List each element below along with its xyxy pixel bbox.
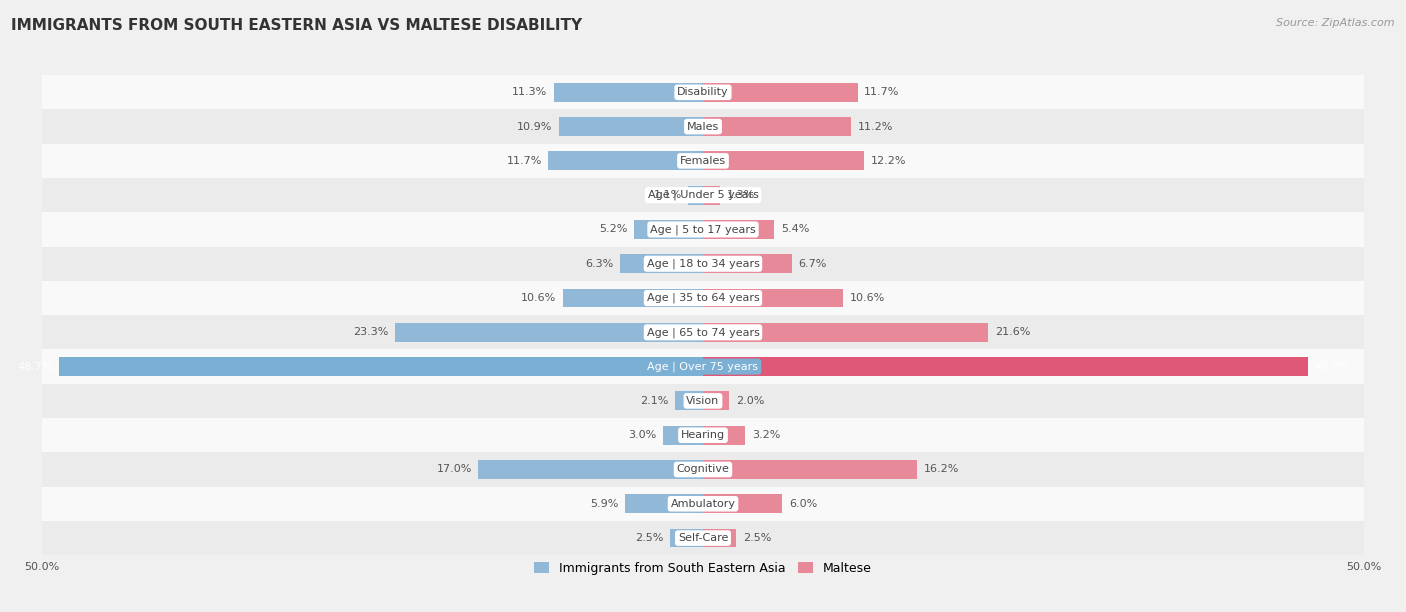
Text: 6.3%: 6.3%: [585, 259, 613, 269]
Text: 5.4%: 5.4%: [780, 225, 810, 234]
Bar: [560, 117, 703, 136]
Text: 6.0%: 6.0%: [789, 499, 817, 509]
Text: 45.8%: 45.8%: [1315, 362, 1350, 371]
Bar: [703, 529, 737, 548]
Bar: [620, 255, 703, 273]
Text: Self-Care: Self-Care: [678, 533, 728, 543]
Bar: [703, 357, 1309, 376]
Text: IMMIGRANTS FROM SOUTH EASTERN ASIA VS MALTESE DISABILITY: IMMIGRANTS FROM SOUTH EASTERN ASIA VS MA…: [11, 18, 582, 34]
Bar: [703, 494, 782, 513]
Text: 11.3%: 11.3%: [512, 88, 547, 97]
Bar: [59, 357, 703, 376]
Bar: [703, 289, 844, 307]
Text: 10.6%: 10.6%: [849, 293, 884, 303]
Bar: [554, 83, 703, 102]
Bar: [703, 185, 720, 204]
FancyBboxPatch shape: [42, 384, 1364, 418]
Text: Disability: Disability: [678, 88, 728, 97]
Bar: [703, 460, 917, 479]
Text: 6.7%: 6.7%: [799, 259, 827, 269]
Text: Males: Males: [688, 122, 718, 132]
Text: 2.5%: 2.5%: [742, 533, 770, 543]
Bar: [669, 529, 703, 548]
Text: Age | Under 5 years: Age | Under 5 years: [648, 190, 758, 200]
Bar: [664, 426, 703, 445]
Bar: [548, 151, 703, 170]
FancyBboxPatch shape: [42, 178, 1364, 212]
FancyBboxPatch shape: [42, 452, 1364, 487]
Text: Females: Females: [681, 156, 725, 166]
Text: 2.0%: 2.0%: [737, 396, 765, 406]
Text: 12.2%: 12.2%: [870, 156, 907, 166]
Bar: [703, 151, 865, 170]
Text: 1.1%: 1.1%: [654, 190, 682, 200]
Bar: [689, 185, 703, 204]
Text: 5.2%: 5.2%: [599, 225, 627, 234]
Text: 11.2%: 11.2%: [858, 122, 893, 132]
Text: Hearing: Hearing: [681, 430, 725, 440]
Text: Age | Over 75 years: Age | Over 75 years: [648, 361, 758, 372]
Text: 21.6%: 21.6%: [995, 327, 1031, 337]
FancyBboxPatch shape: [42, 75, 1364, 110]
Text: 2.1%: 2.1%: [640, 396, 669, 406]
Bar: [395, 323, 703, 341]
Text: Age | 35 to 64 years: Age | 35 to 64 years: [647, 293, 759, 304]
Text: 23.3%: 23.3%: [353, 327, 388, 337]
Text: Cognitive: Cognitive: [676, 465, 730, 474]
FancyBboxPatch shape: [42, 418, 1364, 452]
FancyBboxPatch shape: [42, 144, 1364, 178]
Bar: [675, 392, 703, 410]
Bar: [703, 117, 851, 136]
FancyBboxPatch shape: [42, 521, 1364, 555]
Text: 10.6%: 10.6%: [522, 293, 557, 303]
Bar: [703, 220, 775, 239]
Bar: [562, 289, 703, 307]
Text: 10.9%: 10.9%: [517, 122, 553, 132]
Bar: [626, 494, 703, 513]
Text: 1.3%: 1.3%: [727, 190, 755, 200]
Text: Ambulatory: Ambulatory: [671, 499, 735, 509]
FancyBboxPatch shape: [42, 349, 1364, 384]
FancyBboxPatch shape: [42, 281, 1364, 315]
FancyBboxPatch shape: [42, 212, 1364, 247]
FancyBboxPatch shape: [42, 247, 1364, 281]
Text: Vision: Vision: [686, 396, 720, 406]
Text: Source: ZipAtlas.com: Source: ZipAtlas.com: [1277, 18, 1395, 28]
Bar: [703, 83, 858, 102]
Bar: [634, 220, 703, 239]
FancyBboxPatch shape: [42, 487, 1364, 521]
Bar: [703, 392, 730, 410]
Text: 3.0%: 3.0%: [628, 430, 657, 440]
Text: 17.0%: 17.0%: [436, 465, 471, 474]
Bar: [703, 426, 745, 445]
Text: 48.7%: 48.7%: [17, 362, 53, 371]
Bar: [703, 255, 792, 273]
Text: 11.7%: 11.7%: [865, 88, 900, 97]
Text: 16.2%: 16.2%: [924, 465, 959, 474]
Legend: Immigrants from South Eastern Asia, Maltese: Immigrants from South Eastern Asia, Malt…: [529, 557, 877, 580]
Text: Age | 18 to 34 years: Age | 18 to 34 years: [647, 258, 759, 269]
Text: Age | 5 to 17 years: Age | 5 to 17 years: [650, 224, 756, 235]
FancyBboxPatch shape: [42, 315, 1364, 349]
Text: 3.2%: 3.2%: [752, 430, 780, 440]
Text: 5.9%: 5.9%: [591, 499, 619, 509]
FancyBboxPatch shape: [42, 110, 1364, 144]
Text: 2.5%: 2.5%: [636, 533, 664, 543]
Text: Age | 65 to 74 years: Age | 65 to 74 years: [647, 327, 759, 338]
Bar: [478, 460, 703, 479]
Bar: [703, 323, 988, 341]
Text: 11.7%: 11.7%: [506, 156, 541, 166]
